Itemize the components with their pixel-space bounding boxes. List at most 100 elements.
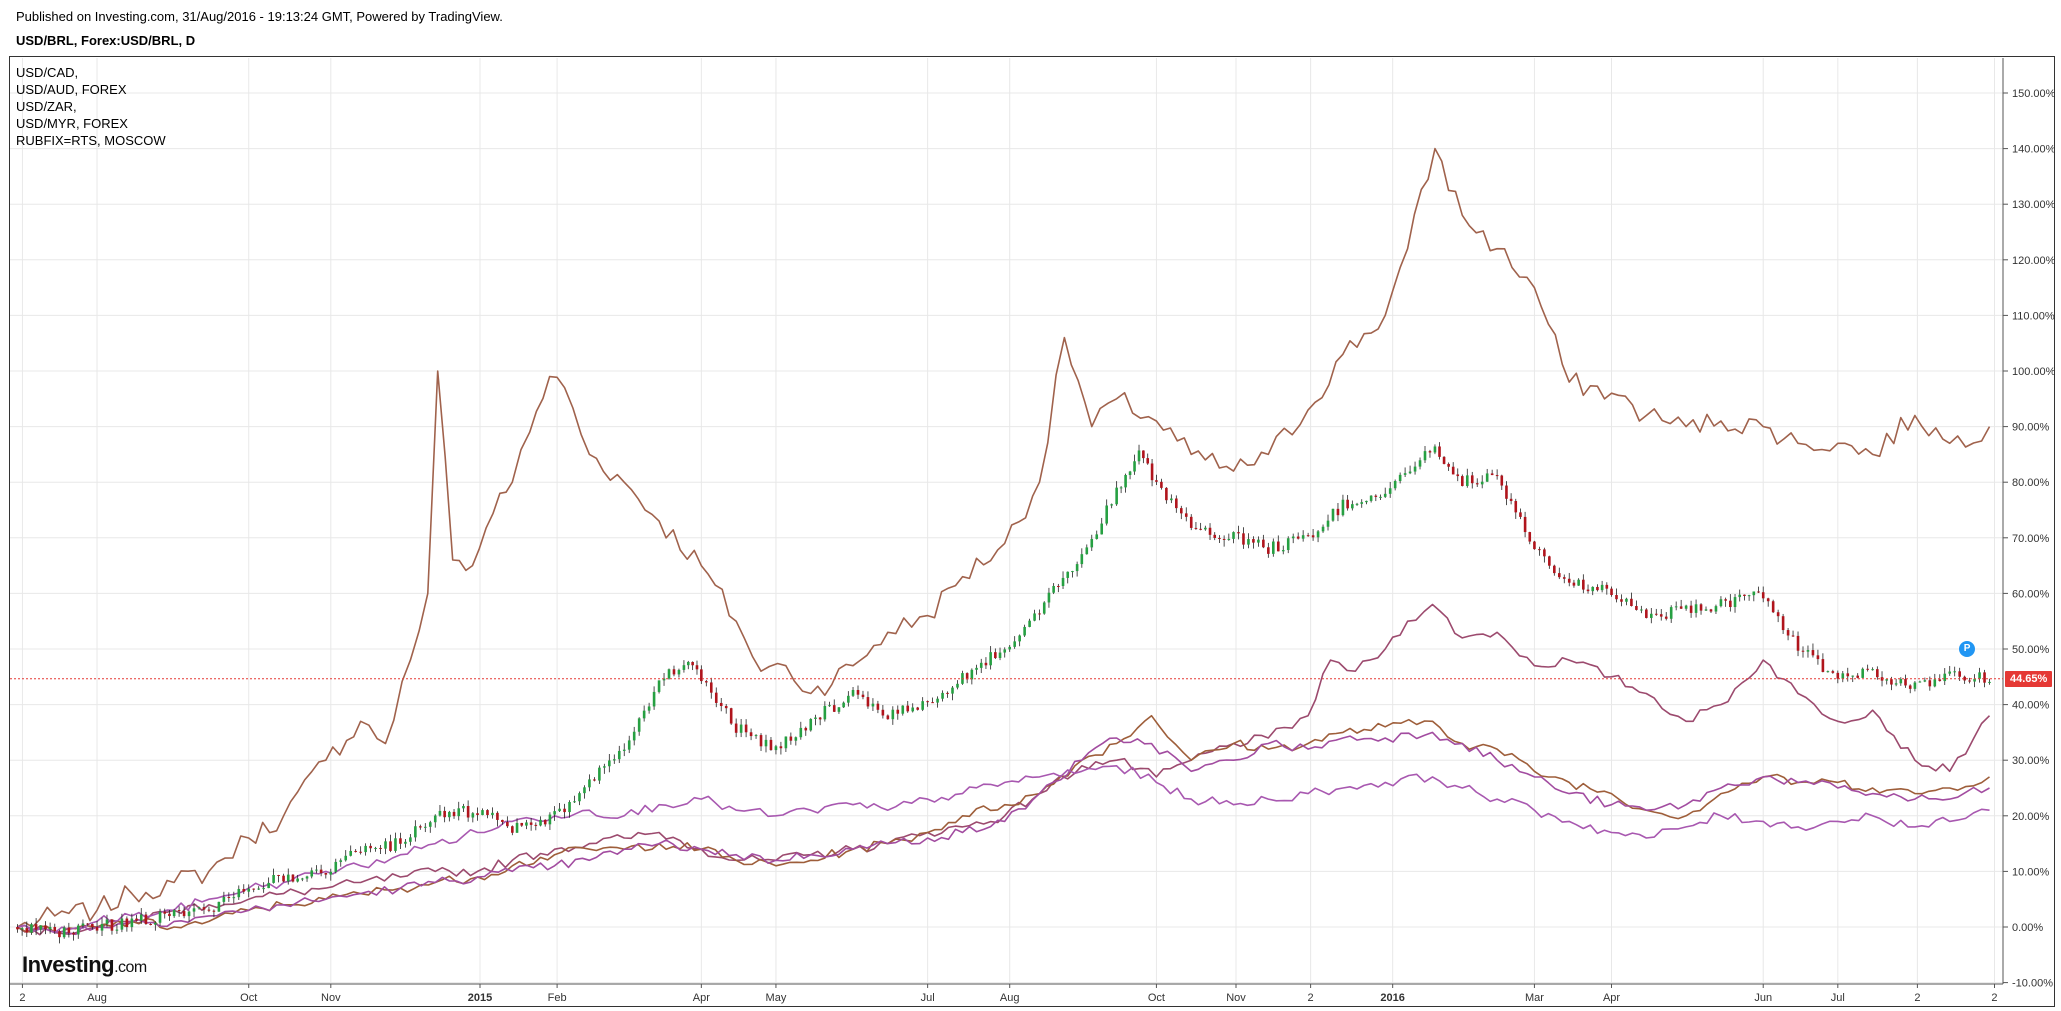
candle-body: [81, 923, 85, 926]
candle-body: [399, 838, 402, 844]
candle-body: [1821, 659, 1825, 672]
candle-body: [62, 927, 66, 938]
candle-body: [1066, 571, 1070, 578]
candle-body: [1119, 487, 1123, 489]
candle-body: [168, 913, 171, 917]
candle-body: [110, 919, 114, 931]
candle-body: [1640, 609, 1643, 611]
candle-body: [329, 871, 333, 875]
y-tick-label: 60.00%: [2012, 588, 2050, 600]
candle-body: [1752, 591, 1756, 596]
candle-body: [573, 801, 576, 803]
candle-body: [1110, 504, 1113, 506]
candle-body: [1856, 675, 1860, 678]
candle-body: [672, 669, 676, 675]
candle-body: [1374, 495, 1378, 497]
candle-body: [774, 746, 778, 751]
candle-body: [936, 698, 939, 703]
candle-body: [617, 750, 621, 760]
candle-body: [1023, 626, 1026, 636]
candle-body: [154, 922, 157, 925]
candle-body: [1586, 589, 1590, 592]
candle-body: [1071, 571, 1074, 573]
candle-body: [349, 850, 352, 856]
candle-body: [1519, 512, 1522, 517]
candle-body: [764, 739, 768, 747]
candle-body: [1557, 573, 1561, 578]
candle-body: [252, 888, 256, 890]
candle-body: [1495, 475, 1499, 477]
candle-body: [926, 701, 929, 703]
candle-body: [804, 727, 808, 731]
last-price-label: 44.65%: [2005, 670, 2053, 687]
candle-body: [1709, 609, 1713, 612]
candle-body: [1548, 556, 1551, 566]
candle-body: [622, 749, 626, 751]
candle-body: [709, 682, 713, 693]
published-note: Published on Investing.com, 31/Aug/2016 …: [16, 9, 503, 24]
candle-body: [657, 680, 661, 692]
candle-body: [1403, 473, 1407, 475]
candle-body: [501, 819, 504, 822]
candle-body: [1326, 520, 1330, 527]
series-line-usd-myr: [17, 731, 1990, 936]
candle-body: [187, 911, 191, 917]
candle-body: [578, 793, 581, 802]
candle-body: [1475, 483, 1479, 485]
candle-body: [951, 687, 954, 694]
candle-body: [809, 718, 813, 731]
candle-body: [374, 847, 377, 849]
candle-body: [1237, 532, 1240, 534]
candle-body: [1528, 532, 1532, 542]
candle-body: [1577, 579, 1580, 586]
candle-body: [20, 928, 24, 930]
candle-body: [72, 932, 75, 935]
candle-body: [1199, 528, 1202, 530]
candle-body: [598, 767, 601, 781]
candle-body: [779, 746, 783, 749]
candle-body: [369, 845, 372, 849]
candle-body: [1645, 609, 1648, 618]
candle-body: [588, 779, 591, 788]
candle-body: [423, 826, 427, 828]
candle-body: [637, 718, 641, 732]
candle-body: [192, 908, 196, 912]
candle-body: [1615, 595, 1618, 600]
candle-body: [1851, 675, 1855, 677]
candle-body: [1204, 527, 1207, 530]
candle-body: [1733, 597, 1737, 608]
candle-body: [296, 878, 299, 882]
candle-body: [1247, 539, 1250, 545]
candle-body: [1983, 672, 1986, 683]
candle-body: [652, 691, 656, 707]
candle-body: [53, 927, 57, 932]
candle-body: [1533, 541, 1536, 550]
candle-body: [177, 910, 181, 912]
candle-body: [970, 669, 974, 680]
candle-body: [34, 924, 38, 930]
candle-body: [851, 689, 855, 696]
candle-body: [1766, 598, 1770, 602]
series-line-rubfix-rts: [17, 147, 1991, 928]
candle-body: [481, 810, 484, 816]
candle-body: [282, 875, 285, 882]
x-tick-label: Feb: [548, 992, 567, 1004]
candle-body: [1679, 606, 1683, 609]
candle-body: [794, 737, 798, 741]
chart-frame: [9, 56, 2055, 1007]
candle-body: [428, 822, 432, 827]
candle-body: [714, 692, 718, 703]
candle-body: [1160, 481, 1163, 488]
y-tick-label: -10.00%: [2012, 978, 2053, 990]
candle-body: [1771, 601, 1775, 613]
candle-body: [100, 923, 104, 931]
series-line-usd-cad: [17, 714, 1990, 934]
candle-body: [1894, 683, 1898, 685]
candle-body: [1600, 584, 1604, 591]
p-marker-badge[interactable]: P: [1959, 641, 1976, 657]
candle-body: [1262, 539, 1265, 548]
candle-body: [286, 874, 290, 882]
logo-suffix: .com: [114, 959, 147, 976]
candle-body: [1719, 599, 1723, 607]
candle-body: [163, 911, 167, 914]
